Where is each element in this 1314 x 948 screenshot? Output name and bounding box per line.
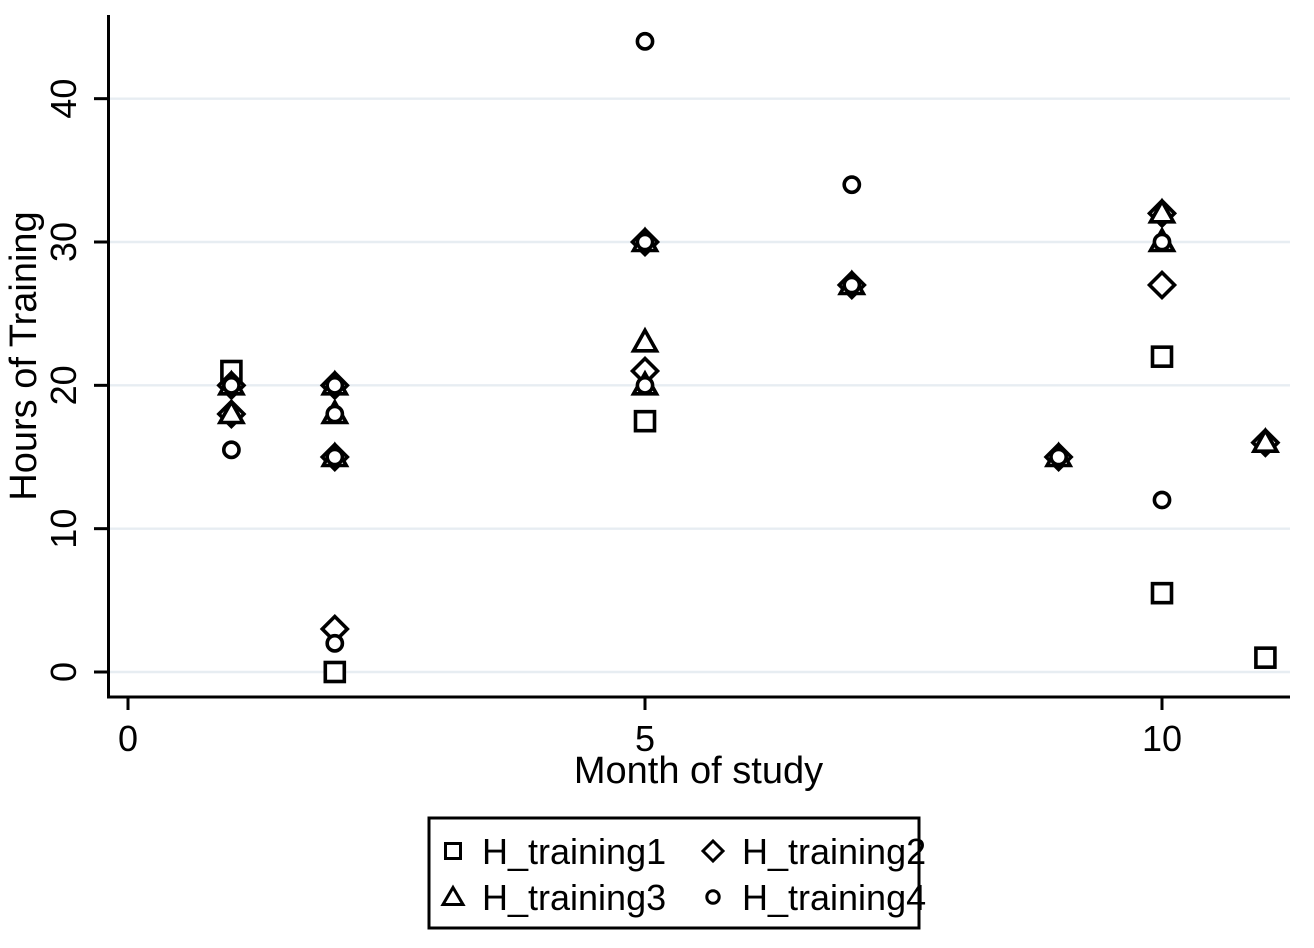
y-axis-title: Hours of Training bbox=[3, 211, 45, 500]
marker-square bbox=[633, 409, 657, 433]
marker-triangle bbox=[630, 326, 660, 353]
marker-circle bbox=[1152, 490, 1172, 510]
marker-diamond bbox=[700, 838, 726, 864]
legend-item-H_training2: H_training2 bbox=[700, 831, 926, 872]
x-tick-label: 10 bbox=[1142, 718, 1182, 759]
marker-circle bbox=[325, 404, 345, 424]
x-tick-label: 5 bbox=[635, 718, 655, 759]
marker-circle bbox=[325, 447, 345, 467]
x-axis-title: Month of study bbox=[574, 750, 823, 792]
y-tick-label: 10 bbox=[43, 509, 84, 549]
marker-circle bbox=[221, 375, 241, 395]
gridlines bbox=[107, 97, 1290, 674]
marker-circle bbox=[221, 440, 241, 460]
x-tick-label: 0 bbox=[118, 718, 138, 759]
marker-square bbox=[323, 660, 347, 684]
legend-box bbox=[427, 816, 921, 930]
marker-circle bbox=[635, 232, 655, 252]
marker-triangle bbox=[1250, 426, 1280, 453]
marker-diamond bbox=[1146, 269, 1178, 301]
legend-label: H_training2 bbox=[742, 831, 926, 872]
marker-triangle bbox=[1147, 197, 1177, 224]
marker-circle bbox=[325, 633, 345, 653]
legend: H_training1 H_training2 H_training3 H_train… bbox=[427, 816, 926, 930]
marker-circle bbox=[635, 375, 655, 395]
marker-circle bbox=[635, 31, 655, 51]
legend-label: H_training4 bbox=[742, 877, 926, 918]
y-tick-label: 0 bbox=[43, 662, 84, 682]
marker-circle bbox=[1152, 232, 1172, 252]
marker-square bbox=[1150, 581, 1174, 605]
marker-square bbox=[1150, 345, 1174, 368]
marker-circle bbox=[1049, 447, 1068, 467]
y-tick-label: 20 bbox=[43, 365, 84, 405]
marker-circle bbox=[325, 375, 345, 395]
legend-label: H_training1 bbox=[482, 831, 666, 872]
legend-item-H_training4: H_training4 bbox=[705, 877, 926, 918]
y-tick-label: 40 bbox=[43, 79, 84, 119]
marker-circle bbox=[705, 889, 721, 905]
marker-triangle bbox=[440, 884, 466, 906]
legend-label: H_training3 bbox=[482, 877, 666, 918]
legend-item-H_training3: H_training3 bbox=[440, 877, 666, 918]
marker-circle bbox=[842, 175, 862, 195]
marker-square bbox=[444, 842, 462, 860]
legend-item-H_training1: H_training1 bbox=[444, 831, 666, 872]
data-points bbox=[216, 31, 1281, 684]
series-H_training4 bbox=[221, 31, 1172, 653]
marker-square bbox=[1254, 646, 1277, 669]
marker-triangle bbox=[216, 398, 246, 425]
marker-circle bbox=[842, 275, 862, 295]
y-tick-label: 30 bbox=[43, 222, 84, 262]
